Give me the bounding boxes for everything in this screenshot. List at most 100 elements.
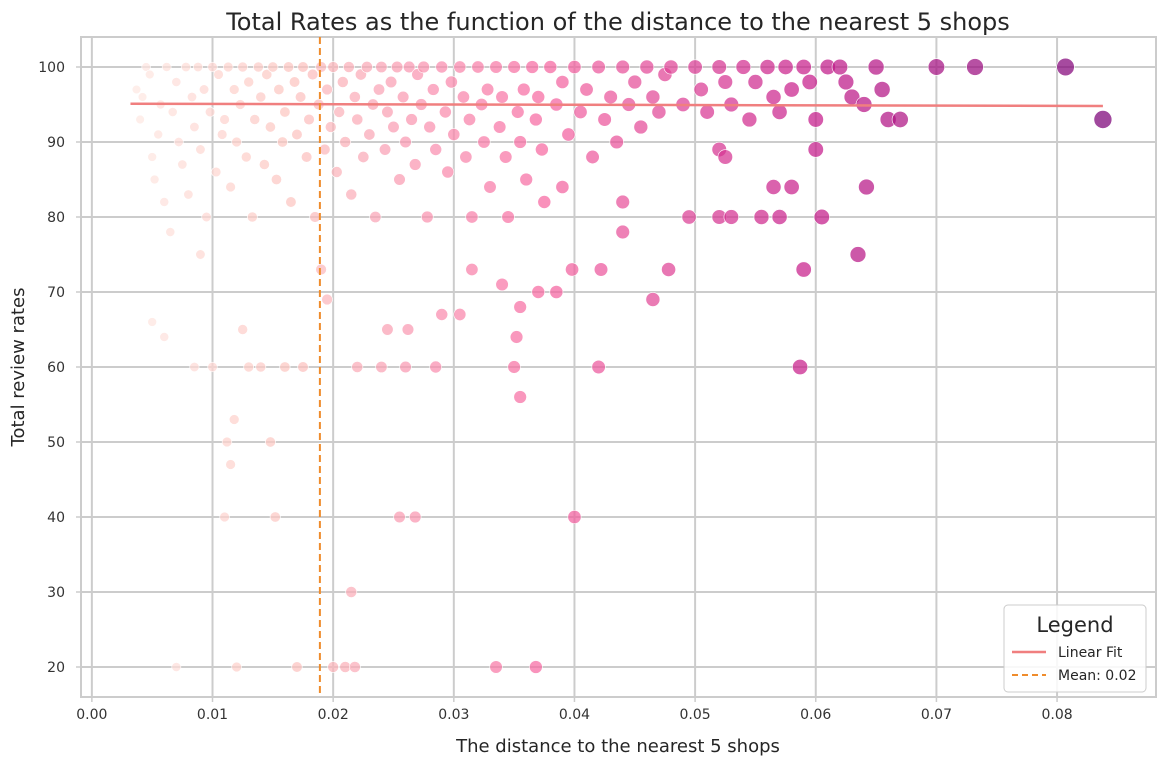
scatter-point <box>237 324 248 335</box>
scatter-point <box>687 59 703 75</box>
scatter-point <box>421 210 434 224</box>
scatter-point <box>555 75 570 89</box>
scatter-point <box>405 113 418 126</box>
scatter-point <box>249 114 261 125</box>
x-tick-label: 0.05 <box>680 707 711 723</box>
scatter-point <box>483 180 497 194</box>
scatter-point <box>171 77 182 87</box>
scatter-point <box>633 119 649 135</box>
scatter-point <box>517 82 531 97</box>
scatter-point <box>375 60 388 74</box>
scatter-point <box>348 91 361 103</box>
scatter-point <box>345 586 358 598</box>
scatter-point <box>363 128 376 141</box>
scatter-point <box>261 69 273 80</box>
scatter-point <box>453 308 467 321</box>
scatter-point <box>699 104 715 120</box>
scatter-point <box>345 188 358 201</box>
scatter-point <box>807 141 824 158</box>
scatter-point <box>495 90 509 104</box>
scatter-point <box>777 59 794 75</box>
scatter-point <box>565 262 579 277</box>
scatter-point <box>348 661 361 673</box>
scatter-point <box>360 61 373 73</box>
scatter-point <box>333 106 346 118</box>
scatter-point <box>801 73 818 91</box>
scatter-point <box>288 76 301 88</box>
scatter-point <box>499 150 513 164</box>
scatter-point <box>228 84 240 95</box>
legend-title: Legend <box>1036 613 1113 637</box>
scatter-point <box>219 511 230 523</box>
y-tick-label: 30 <box>47 585 65 601</box>
scatter-point <box>291 128 303 141</box>
scatter-point <box>579 82 594 97</box>
scatter-point <box>511 105 525 119</box>
scatter-point <box>615 194 630 210</box>
scatter-point <box>447 128 461 141</box>
scatter-point <box>375 360 388 374</box>
scatter-point <box>771 209 788 225</box>
scatter-point <box>137 92 148 102</box>
scatter-point <box>147 317 157 327</box>
scatter-point <box>264 121 276 133</box>
scatter-point <box>201 211 212 223</box>
scatter-point <box>717 149 733 165</box>
scatter-point <box>297 361 309 373</box>
scatter-point <box>324 121 337 133</box>
scatter-point <box>501 210 515 224</box>
scatter-point <box>927 58 945 76</box>
scatter-point <box>795 261 812 278</box>
scatter-point <box>489 60 503 74</box>
scatter-point <box>167 107 178 117</box>
scatter-point <box>681 209 697 225</box>
scatter-point <box>189 361 200 373</box>
scatter-point <box>237 61 248 73</box>
scatter-point <box>765 89 782 105</box>
scatter-point <box>216 129 228 140</box>
scatter-point <box>225 459 236 470</box>
scatter-point <box>204 106 216 118</box>
scatter-point <box>591 59 606 75</box>
scatter-point <box>465 210 479 224</box>
scatter-point <box>477 135 491 149</box>
scatter-point <box>717 74 733 90</box>
scatter-point <box>300 151 313 163</box>
reference-lines <box>130 37 1103 697</box>
scatter-point <box>252 61 264 73</box>
scatter-point <box>282 61 295 73</box>
scatter-point <box>291 661 303 673</box>
x-tick-label: 0.06 <box>800 707 831 723</box>
scatter-point <box>597 112 612 127</box>
scatter-point <box>1056 57 1075 77</box>
scatter-point <box>759 59 776 75</box>
scatter-point <box>391 60 404 74</box>
scatter-point <box>429 143 443 156</box>
scatter-point <box>445 75 458 89</box>
scatter-point <box>399 360 412 374</box>
scatter-point <box>439 105 452 119</box>
scatter-point <box>387 120 400 134</box>
scatter-point <box>378 143 392 156</box>
scatter-point <box>231 136 242 148</box>
scatter-point <box>309 211 321 223</box>
scatter-point <box>159 197 170 207</box>
y-tick-label: 50 <box>47 435 65 451</box>
scatter-point <box>306 68 319 81</box>
scatter-point <box>401 323 415 336</box>
scatter-point <box>321 83 333 96</box>
scatter-point <box>381 323 394 336</box>
scatter-point <box>276 136 288 148</box>
scatter-point <box>243 76 255 88</box>
scatter-point <box>509 330 524 344</box>
scatter-point <box>219 114 230 125</box>
scatter-point <box>207 361 218 373</box>
scatter-point <box>513 390 527 404</box>
x-tick-label: 0.08 <box>1041 707 1072 723</box>
legend: Legend Linear Fit Mean: 0.02 <box>1003 604 1147 693</box>
scatter-point <box>567 510 582 524</box>
scatter-point <box>531 90 546 104</box>
scatter-point <box>285 196 297 208</box>
x-tick-label: 0.02 <box>318 707 349 723</box>
scatter-point <box>315 61 327 73</box>
